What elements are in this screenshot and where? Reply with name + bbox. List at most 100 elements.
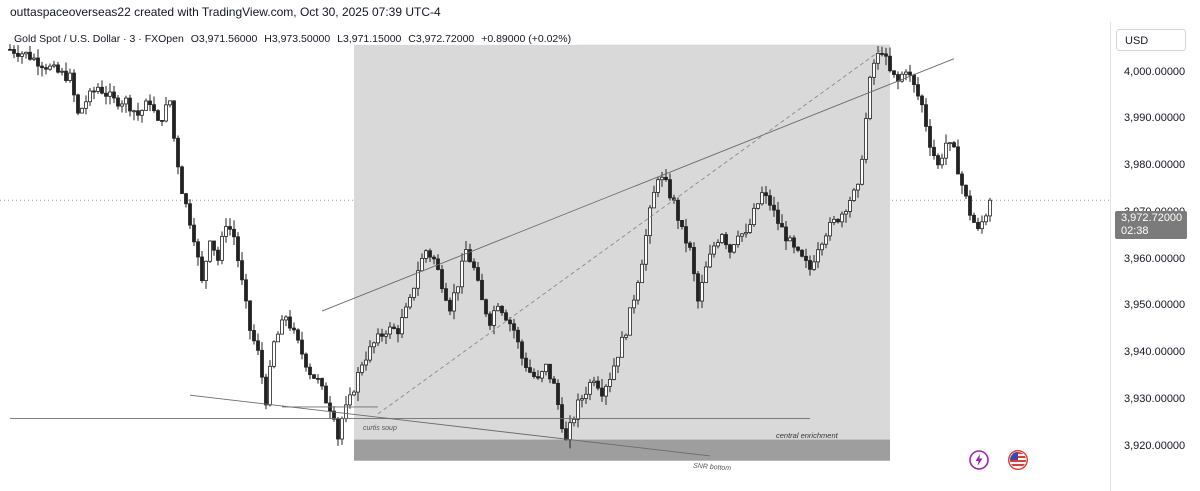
candle-body	[204, 260, 208, 282]
candle-body	[496, 305, 500, 312]
price-tick-label: 3,960.00000	[1124, 252, 1186, 265]
candle-body	[852, 189, 856, 201]
price-axis[interactable]	[1110, 22, 1200, 491]
candle-body	[116, 97, 120, 107]
candle-body	[780, 223, 784, 228]
candle-body	[876, 53, 880, 64]
candle-body	[572, 418, 576, 424]
candle-body	[744, 232, 748, 235]
candle-body	[864, 118, 868, 160]
currency-button[interactable]: USD	[1116, 29, 1186, 51]
candle-body	[848, 200, 852, 212]
candle-body	[444, 288, 448, 301]
candle-body	[548, 363, 552, 380]
candle-body	[820, 243, 824, 251]
candle-body	[68, 72, 72, 81]
candle-body	[208, 240, 212, 262]
candle-body	[84, 101, 88, 109]
candle-body	[460, 260, 464, 288]
candle-body	[320, 378, 324, 387]
candle-body	[412, 287, 416, 298]
candle-body	[304, 353, 308, 368]
candle-body	[480, 279, 484, 301]
candle-body	[240, 260, 244, 281]
candle-body	[488, 313, 492, 326]
candle-body	[564, 428, 568, 441]
trend-line-0	[321, 58, 955, 312]
candle-body	[336, 418, 340, 440]
symbol-name: Gold Spot / U.S. Dollar · 3 · FXOpen	[14, 33, 184, 45]
candle-body	[500, 305, 504, 314]
candle-body	[264, 376, 268, 406]
candle-body	[756, 203, 760, 209]
candle-body	[628, 307, 632, 336]
candle-body	[164, 104, 168, 122]
candle-body	[832, 218, 836, 223]
candle-body	[676, 199, 680, 221]
candle-body	[192, 224, 196, 243]
candle-body	[944, 142, 948, 159]
candle-body	[324, 385, 328, 404]
candlestick-chart[interactable]	[0, 0, 1110, 491]
candle-body	[248, 300, 252, 331]
candle-body	[288, 316, 292, 329]
candle-body	[452, 292, 456, 312]
candle-body	[740, 233, 744, 237]
candle-body	[568, 422, 572, 441]
candle-body	[596, 380, 600, 389]
lightning-icon[interactable]	[969, 450, 989, 470]
candle-body	[656, 179, 660, 193]
price-tick-label: 3,950.00000	[1124, 299, 1186, 312]
candle-body	[972, 214, 976, 223]
candle-body	[840, 213, 844, 223]
candle-body	[60, 70, 64, 73]
candle-body	[408, 296, 412, 308]
candle-body	[808, 260, 812, 270]
candle-body	[96, 86, 100, 92]
candle-body	[48, 65, 52, 70]
candle-body	[788, 237, 792, 242]
candle-body	[816, 249, 820, 263]
candle-body	[932, 146, 936, 156]
candle-body	[704, 266, 708, 283]
candle-body	[44, 67, 48, 70]
candle-body	[316, 378, 320, 380]
trend-line-1	[377, 48, 883, 415]
candle-body	[576, 399, 580, 420]
candle-body	[292, 327, 296, 331]
candle-body	[828, 222, 832, 237]
candle-body	[712, 245, 716, 255]
candle-body	[432, 256, 436, 260]
candle-body	[352, 391, 356, 396]
candle-body	[560, 404, 564, 430]
candle-body	[104, 92, 108, 97]
us-flag-icon[interactable]	[1008, 450, 1028, 470]
price-tick-label: 4,000.00000	[1124, 65, 1186, 78]
candle-body	[700, 282, 704, 302]
candle-body	[220, 236, 224, 261]
candle-body	[196, 241, 200, 258]
candle-body	[464, 249, 468, 262]
candle-body	[908, 71, 912, 76]
candle-body	[948, 142, 952, 145]
candle-body	[396, 328, 400, 335]
candle-body	[148, 100, 152, 106]
candle-body	[792, 237, 796, 248]
candle-body	[280, 319, 284, 335]
candle-body	[984, 215, 988, 223]
candle-body	[120, 103, 124, 107]
candle-body	[40, 65, 44, 69]
candle-body	[424, 250, 428, 259]
candle-body	[384, 333, 388, 337]
candle-body	[64, 70, 68, 81]
candle-body	[760, 192, 764, 205]
candle-body	[376, 333, 380, 344]
candle-body	[100, 86, 104, 94]
candle-body	[140, 110, 144, 116]
candle-body	[708, 253, 712, 268]
candle-body	[348, 394, 352, 406]
candle-body	[592, 380, 596, 383]
snr-zone	[354, 439, 890, 461]
candle-body	[232, 228, 236, 238]
candle-body	[888, 55, 892, 72]
